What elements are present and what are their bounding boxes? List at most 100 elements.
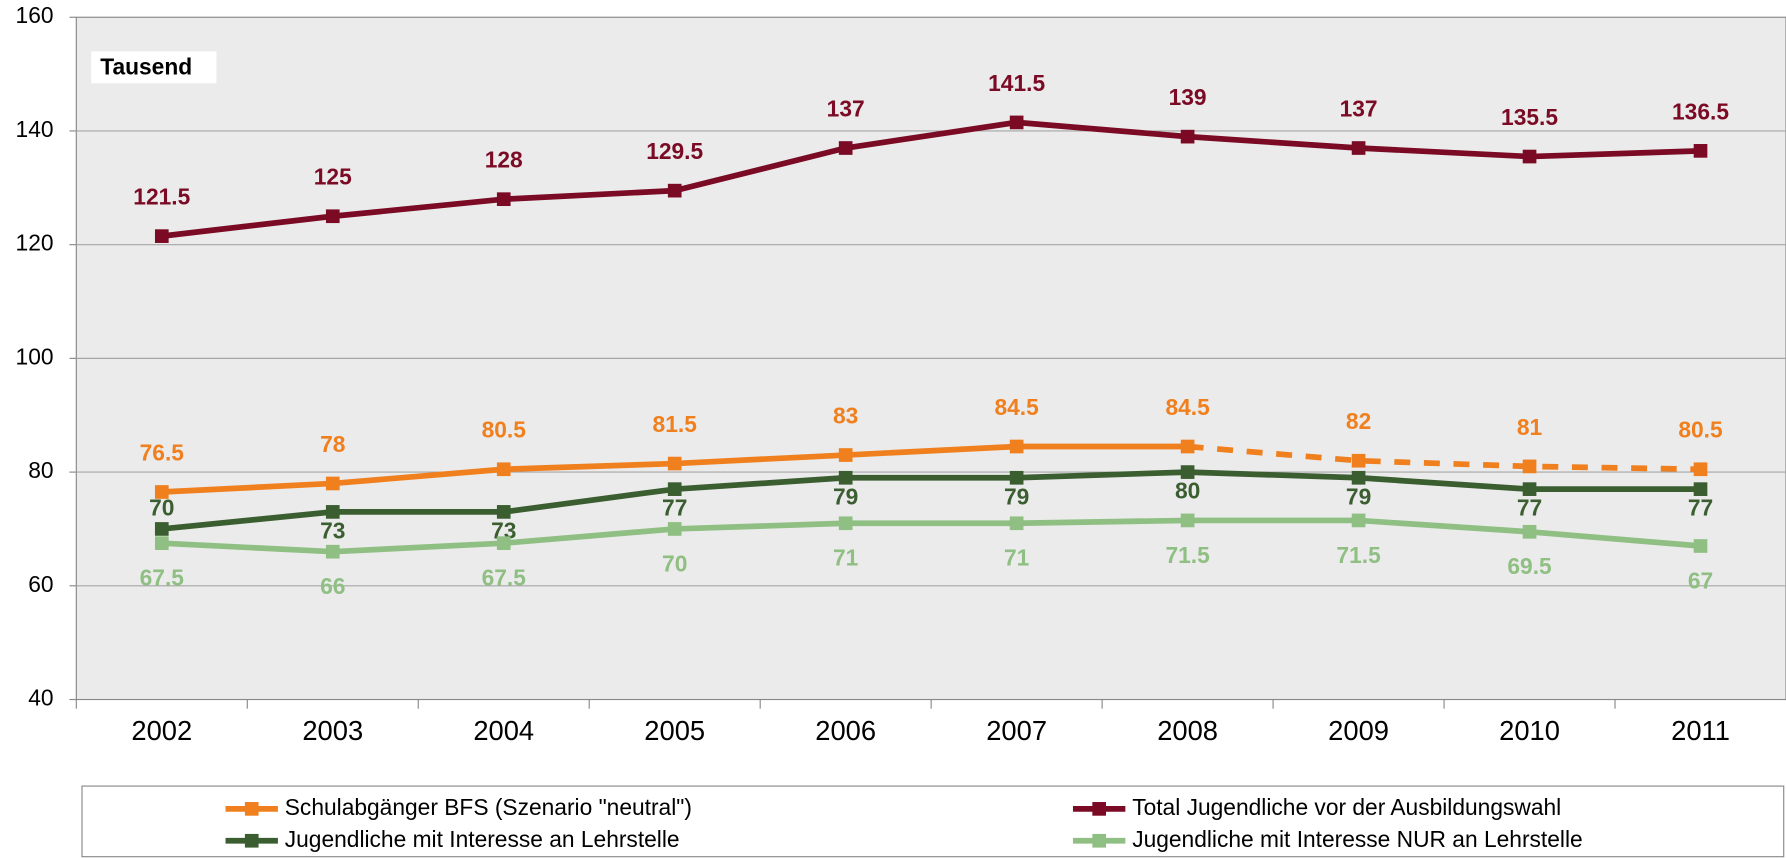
data-label: 135.5	[1501, 104, 1558, 130]
data-label: 141.5	[988, 70, 1045, 96]
y-tick-label: 100	[16, 343, 54, 369]
series-line	[1187, 443, 1701, 473]
data-label: 82	[1346, 408, 1371, 434]
series-line	[161, 517, 1701, 555]
data-label: 77	[1517, 495, 1542, 521]
marker	[325, 505, 340, 519]
data-label: 66	[320, 573, 345, 599]
marker	[838, 470, 853, 485]
data-label: 77	[1688, 495, 1713, 521]
x-tick-label: 2011	[1671, 715, 1730, 746]
legend-marker	[1092, 802, 1106, 816]
marker	[1351, 513, 1366, 528]
marker	[154, 229, 169, 243]
data-label: 84.5	[1165, 394, 1210, 420]
marker	[1009, 516, 1024, 531]
legend-label: Total Jugendliche vor der Ausbildungswah…	[1132, 794, 1561, 820]
data-label: 83	[833, 402, 858, 428]
marker	[325, 476, 340, 491]
marker	[496, 192, 511, 207]
data-label: 81	[1517, 414, 1543, 440]
x-tick-label: 2005	[644, 715, 705, 746]
marker	[838, 516, 853, 531]
data-label: 80.5	[482, 417, 527, 443]
y-tick-label: 140	[16, 116, 54, 142]
data-label: 71	[1004, 545, 1030, 571]
marker	[154, 485, 169, 499]
x-tick-label: 2008	[1157, 715, 1218, 746]
marker	[1180, 513, 1195, 528]
marker	[154, 536, 169, 550]
data-label: 137	[1340, 95, 1378, 121]
data-label: 129.5	[646, 138, 703, 164]
marker	[1180, 129, 1195, 144]
marker	[838, 448, 853, 462]
x-tick-label: 2004	[473, 715, 534, 746]
data-label: 76.5	[140, 439, 185, 465]
marker	[667, 456, 682, 471]
legend-marker	[244, 833, 259, 848]
marker	[1351, 470, 1366, 485]
y-tick-label: 80	[28, 457, 53, 483]
data-label: 136.5	[1672, 98, 1729, 124]
annotation: Tausend	[100, 54, 192, 80]
marker	[667, 183, 682, 198]
data-label: 80	[1175, 478, 1200, 504]
data-label: 79	[1346, 483, 1371, 509]
data-label: 79	[1004, 483, 1029, 509]
data-label: 69.5	[1507, 553, 1552, 579]
data-label: 71	[833, 545, 859, 571]
data-label: 80.5	[1678, 417, 1723, 443]
marker	[667, 522, 682, 536]
marker	[1522, 149, 1537, 164]
marker	[667, 482, 682, 496]
marker	[1522, 482, 1537, 496]
legend-box	[81, 785, 1785, 858]
marker	[1693, 462, 1708, 477]
legend-marker	[1092, 833, 1106, 848]
y-tick-label: 60	[28, 571, 53, 597]
series-line	[161, 469, 1701, 532]
data-label: 71.5	[1336, 542, 1381, 568]
data-label: 125	[314, 164, 352, 190]
marker	[1351, 141, 1366, 155]
annotation-box	[91, 51, 217, 84]
data-label: 67.5	[482, 565, 527, 591]
y-tick-label: 40	[28, 685, 53, 711]
x-tick-label: 2002	[131, 715, 192, 746]
marker	[1522, 524, 1537, 539]
marker	[1009, 115, 1024, 130]
x-tick-label: 2009	[1328, 715, 1389, 746]
data-label: 67.5	[140, 565, 185, 591]
data-label: 67	[1688, 567, 1713, 593]
marker	[1522, 459, 1537, 474]
data-label: 73	[320, 517, 345, 543]
marker	[325, 209, 340, 224]
data-label: 128	[485, 147, 523, 173]
data-label: 71.5	[1165, 542, 1210, 568]
data-label: 78	[320, 431, 345, 457]
data-label: 137	[827, 95, 865, 121]
marker	[325, 544, 340, 559]
data-label: 70	[662, 550, 687, 576]
y-tick-label: 120	[16, 230, 54, 256]
legend-label: Jugendliche mit Interesse NUR an Lehrste…	[1132, 826, 1582, 852]
data-label: 81.5	[653, 411, 698, 437]
series-line	[161, 119, 1701, 239]
marker	[1351, 453, 1366, 468]
data-label: 139	[1169, 84, 1207, 110]
marker	[1693, 539, 1708, 553]
marker	[1009, 470, 1024, 485]
x-tick-label: 2007	[986, 715, 1047, 746]
x-tick-label: 2006	[815, 715, 876, 746]
marker	[496, 505, 511, 519]
data-label: 79	[833, 483, 858, 509]
data-label: 121.5	[133, 184, 190, 210]
marker	[838, 141, 853, 155]
marker	[1180, 439, 1195, 454]
legend-label: Jugendliche mit Interesse an Lehrstelle	[285, 826, 680, 852]
data-label: 77	[662, 495, 687, 521]
marker	[1693, 144, 1708, 158]
marker	[496, 536, 511, 550]
